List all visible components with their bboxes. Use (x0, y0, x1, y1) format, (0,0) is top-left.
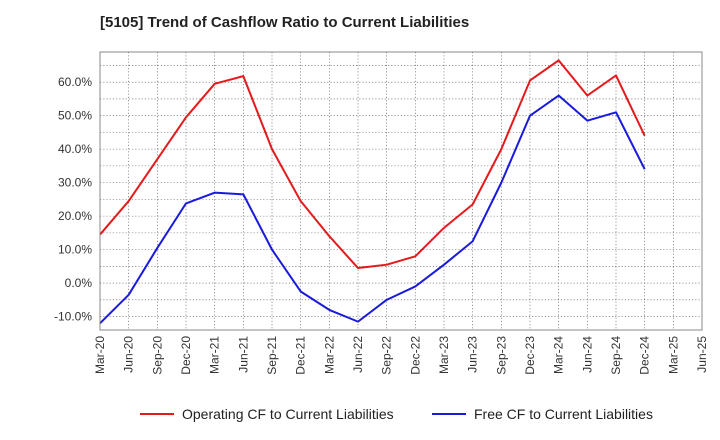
x-tick-label: Jun-25 (695, 336, 709, 373)
x-tick-label: Jun-23 (466, 336, 480, 373)
y-tick-label: 60.0% (58, 75, 92, 89)
y-axis-ticks: -10.0% 0.0% 10.0% 20.0% 30.0% 40.0% 50.0% 60.0% (54, 75, 92, 323)
x-tick-label: Dec-23 (523, 336, 537, 375)
x-tick-label: Dec-20 (179, 336, 193, 375)
x-tick-label: Dec-22 (408, 336, 422, 375)
x-tick-label: Sep-21 (265, 336, 279, 375)
x-tick-label: Mar-23 (437, 336, 451, 374)
x-tick-label: Mar-24 (552, 336, 566, 374)
x-tick-label: Jun-20 (122, 336, 136, 373)
x-tick-label: Dec-21 (294, 336, 308, 375)
x-tick-label: Mar-22 (322, 336, 336, 374)
x-tick-label: Sep-24 (609, 336, 623, 375)
x-tick-label: Sep-20 (150, 336, 164, 375)
series-line-2 (99, 94, 646, 325)
y-tick-label: 0.0% (65, 276, 93, 290)
grid (100, 52, 702, 330)
y-tick-label: 30.0% (58, 176, 92, 190)
x-tick-label: Mar-20 (93, 336, 107, 374)
y-tick-label: 10.0% (58, 243, 92, 257)
chart-title: [5105] Trend of Cashflow Ratio to Curren… (100, 14, 470, 31)
series-line-1 (99, 59, 646, 270)
legend-label: Free CF to Current Liabilities (474, 406, 653, 422)
x-tick-label: Sep-23 (494, 336, 508, 375)
legend: Operating CF to Current Liabilities Free … (140, 406, 653, 422)
x-axis-ticks: Mar-20 Jun-20 Sep-20 Dec-20 Mar-21 Jun-21 Sep-… (93, 336, 709, 375)
y-tick-label: 50.0% (58, 109, 92, 123)
x-tick-label: Dec-24 (638, 336, 652, 375)
y-tick-label: -10.0% (54, 310, 92, 324)
y-tick-label: 20.0% (58, 209, 92, 223)
y-tick-label: 40.0% (58, 142, 92, 156)
series-lines (99, 59, 646, 325)
x-tick-label: Mar-25 (666, 336, 680, 374)
x-tick-label: Jun-21 (236, 336, 250, 373)
x-tick-label: Sep-22 (380, 336, 394, 375)
x-tick-label: Jun-22 (351, 336, 365, 373)
legend-label: Operating CF to Current Liabilities (182, 406, 394, 422)
plot-frame (99, 51, 703, 331)
x-tick-label: Jun-24 (580, 336, 594, 373)
x-tick-label: Mar-21 (208, 336, 222, 374)
